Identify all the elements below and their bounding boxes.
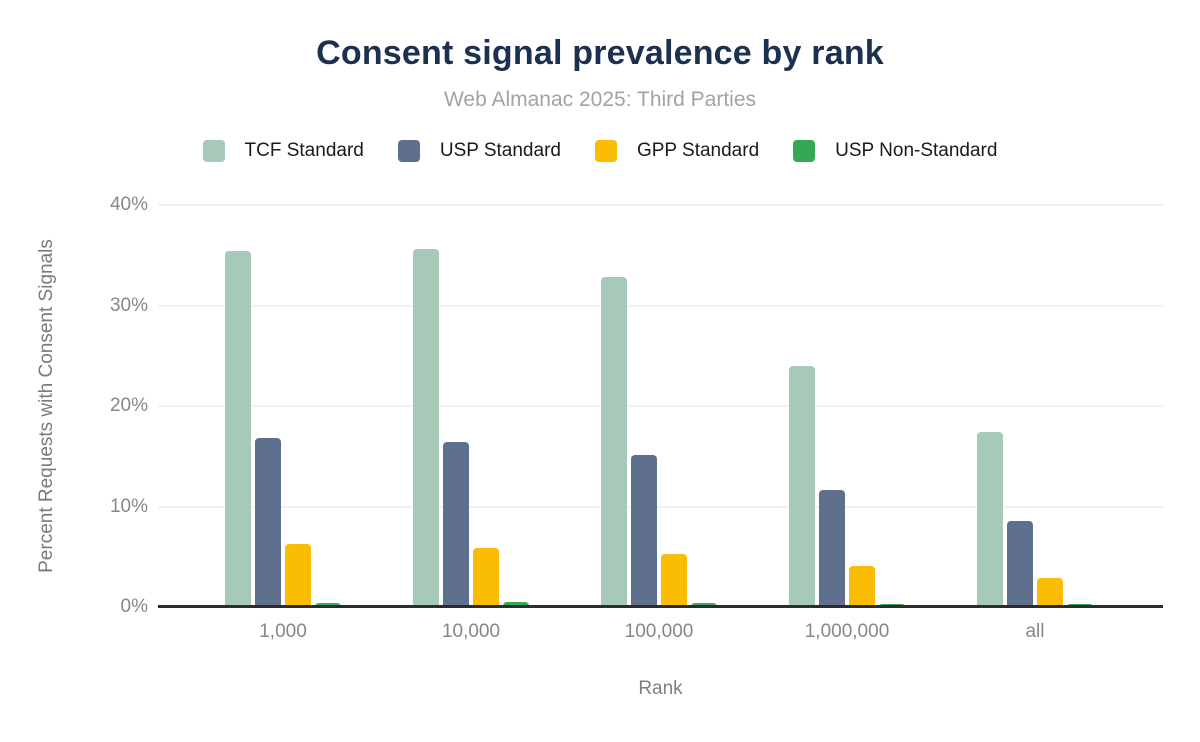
bar-gpp-standard (661, 553, 687, 607)
x-axis-title: Rank (638, 678, 683, 699)
x-axis-line (158, 605, 1163, 608)
bar-tcf-standard (789, 365, 815, 607)
chart-title: Consent signal prevalence by rank (316, 34, 884, 72)
bar-usp-standard (1007, 520, 1033, 607)
bar-tcf-standard (225, 251, 251, 607)
legend-item: TCF Standard (202, 140, 364, 162)
legend-label: USP Non-Standard (835, 140, 998, 161)
legend-item: GPP Standard (594, 140, 760, 162)
gridline (158, 505, 1163, 508)
bar-usp-non-standard (503, 601, 529, 607)
bar-group-all (977, 432, 1093, 607)
bar-group-1-000 (225, 251, 341, 607)
bar-usp-standard (443, 442, 469, 607)
y-tick-label: 20% (109, 395, 148, 416)
bar-gpp-standard (1037, 577, 1063, 607)
legend-item: USP Standard (397, 140, 561, 162)
gridline (158, 405, 1163, 407)
x-tick-label: 1,000,000 (804, 621, 890, 642)
y-tick-label: 30% (109, 294, 148, 316)
x-tick-label: 1,000 (259, 621, 307, 642)
bar-group-100-000 (601, 277, 717, 607)
chart-subtitle: Web Almanac 2025: Third Parties (443, 88, 757, 111)
bar-usp-standard (255, 438, 281, 607)
x-tick-label: all (1025, 621, 1045, 642)
bar-usp-standard (631, 455, 657, 607)
legend-swatch-icon (594, 140, 617, 162)
legend-swatch-icon (202, 140, 225, 162)
bar-gpp-standard (285, 543, 311, 607)
bar-gpp-standard (473, 547, 499, 607)
legend-swatch-icon (397, 140, 420, 162)
y-tick-label: 0% (120, 596, 148, 617)
bar-tcf-standard (413, 249, 439, 607)
x-tick-label: 100,000 (624, 621, 694, 642)
bar-usp-non-standard (315, 602, 341, 607)
legend-label: TCF Standard (244, 140, 364, 161)
legend-label: GPP Standard (636, 140, 760, 161)
y-tick-label: 10% (109, 495, 148, 517)
bar-usp-standard (819, 490, 845, 607)
legend-item: USP Non-Standard (793, 140, 997, 162)
chart-legend: TCF Standard USP Standard GPP Standard USP … (0, 140, 1200, 162)
legend-label: USP Standard (439, 140, 561, 161)
plot-area (158, 204, 1163, 608)
y-tick-label: 40% (109, 194, 148, 215)
gridline (158, 304, 1163, 307)
bar-usp-non-standard (691, 602, 717, 607)
bar-tcf-standard (977, 432, 1003, 607)
gridline (158, 204, 1163, 206)
bar-group-1-000-000 (789, 365, 905, 607)
legend-swatch-icon (793, 140, 816, 162)
bar-gpp-standard (849, 565, 875, 607)
bar-group-10-000 (413, 249, 529, 607)
x-tick-label: 10,000 (441, 621, 501, 642)
bar-tcf-standard (601, 277, 627, 607)
